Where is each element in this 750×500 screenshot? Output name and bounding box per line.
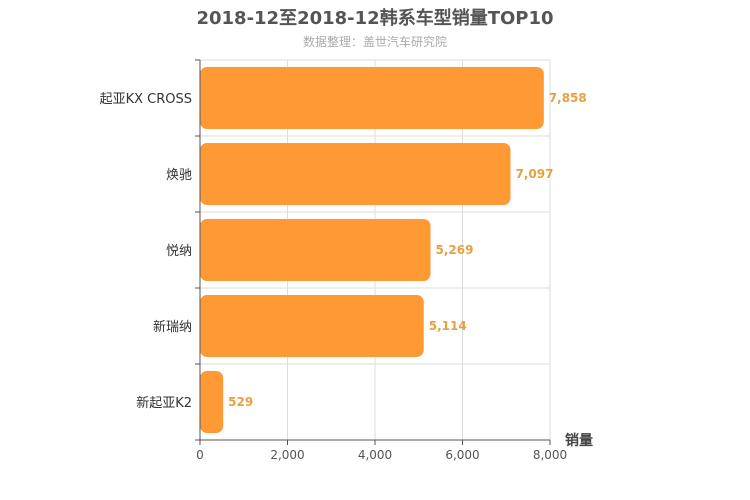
value-label: 5,114 xyxy=(429,319,467,333)
x-tick-label: 0 xyxy=(196,448,204,462)
category-label: 起亚KX CROSS xyxy=(100,92,192,107)
bar xyxy=(200,143,511,205)
category-label: 新瑞纳 xyxy=(153,319,192,335)
x-tick-label: 4,000 xyxy=(358,448,392,462)
bar xyxy=(200,219,431,281)
x-tick-label: 2,000 xyxy=(270,448,304,462)
category-label: 新起亚K2 xyxy=(136,395,192,411)
chart-subtitle: 数据整理：盖世汽车研究院 xyxy=(302,35,447,49)
value-label: 7,858 xyxy=(549,91,587,105)
x-tick-label: 8,000 xyxy=(533,448,567,462)
category-label: 焕驰 xyxy=(166,168,192,183)
value-label: 5,269 xyxy=(436,243,474,257)
chart-title: 2018-12至2018-12韩系车型销量TOP10 xyxy=(196,8,554,29)
bar xyxy=(200,67,544,129)
category-label: 悦纳 xyxy=(166,244,192,259)
bar xyxy=(200,371,224,433)
x-tick-label: 6,000 xyxy=(445,448,479,462)
bar xyxy=(200,295,424,357)
value-label: 7,097 xyxy=(515,167,553,181)
x-axis-title: 销量 xyxy=(565,432,593,449)
value-label: 529 xyxy=(228,395,253,409)
